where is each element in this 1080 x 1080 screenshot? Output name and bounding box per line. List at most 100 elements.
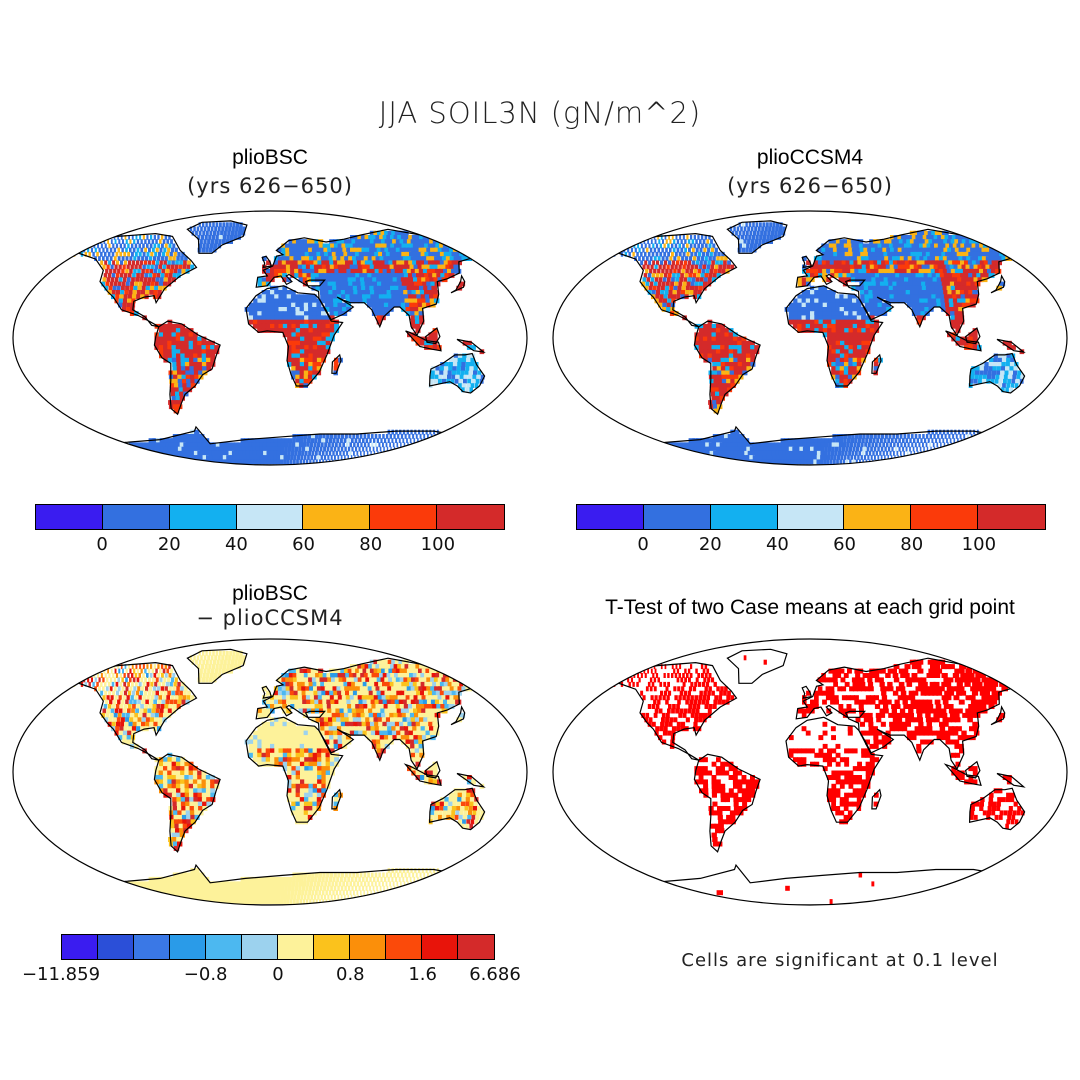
grid-cell xyxy=(832,243,838,249)
grid-cell xyxy=(398,256,405,261)
grid-cell xyxy=(167,357,173,363)
grid-cell xyxy=(649,256,653,261)
grid-cell xyxy=(707,247,711,253)
grid-cell xyxy=(352,434,356,439)
grid-cell xyxy=(270,302,275,308)
grid-cell xyxy=(708,256,712,261)
grid-cell xyxy=(907,243,914,249)
grid-cell xyxy=(289,260,295,266)
grid-cell xyxy=(708,235,711,240)
grid-cell xyxy=(280,450,285,456)
grid-cell xyxy=(94,455,104,460)
grid-cell xyxy=(644,455,654,460)
grid-cell xyxy=(869,302,875,308)
grid-cell xyxy=(172,400,178,405)
grid-cell xyxy=(436,442,437,448)
grid-cell xyxy=(1009,362,1015,367)
grid-cell xyxy=(927,256,933,261)
grid-cell xyxy=(778,226,783,232)
grid-cell xyxy=(740,226,743,232)
grid-cell xyxy=(920,311,926,316)
grid-cell xyxy=(935,273,942,278)
grid-cell xyxy=(924,307,930,312)
grid-cell xyxy=(447,268,454,274)
grid-cell xyxy=(614,243,617,249)
grid-cell xyxy=(302,277,308,283)
grid-cell xyxy=(831,302,836,308)
grid-cell xyxy=(449,459,454,465)
grid-cell xyxy=(402,459,405,465)
grid-cell xyxy=(106,459,117,465)
grid-cell xyxy=(694,285,699,291)
grid-cell xyxy=(818,294,824,300)
grid-cell xyxy=(222,222,226,228)
grid-cell xyxy=(304,315,309,321)
grid-cell xyxy=(328,290,334,295)
grid-cell xyxy=(293,256,299,261)
grid-cell xyxy=(703,277,708,283)
grid-cell xyxy=(265,298,271,304)
grid-cell xyxy=(359,256,366,261)
grid-cell xyxy=(961,459,965,465)
grid-cell xyxy=(475,378,480,384)
grid-cell xyxy=(897,235,904,240)
grid-cell xyxy=(629,446,638,452)
grid-cell xyxy=(102,264,106,270)
grid-cell xyxy=(374,268,381,274)
grid-cell xyxy=(368,277,374,283)
grid-cell xyxy=(1012,243,1021,249)
grid-cell xyxy=(1002,450,1005,456)
grid-cell xyxy=(987,239,995,244)
coastline-africa xyxy=(245,285,344,387)
grid-cell xyxy=(888,243,895,249)
grid-cell xyxy=(1009,366,1014,371)
grid-cell xyxy=(819,459,824,465)
grid-cell xyxy=(712,434,719,439)
grid-cell xyxy=(906,450,909,456)
grid-cell xyxy=(371,455,372,460)
grid-cell xyxy=(157,235,160,240)
grid-cell xyxy=(190,264,195,270)
grid-cell xyxy=(982,434,984,439)
grid-cell xyxy=(295,349,301,355)
coastline-africa xyxy=(785,285,884,387)
grid-cell xyxy=(315,450,318,456)
grid-cell xyxy=(875,450,878,456)
grid-cell xyxy=(427,459,431,465)
grid-cell xyxy=(817,442,822,448)
grid-cell xyxy=(916,446,918,452)
grid-cell xyxy=(605,450,616,456)
grid-cell xyxy=(797,315,802,321)
grid-cell xyxy=(810,459,814,465)
grid-cell xyxy=(710,387,716,393)
grid-cell xyxy=(447,251,455,257)
grid-cell xyxy=(257,281,263,287)
grid-cell xyxy=(788,319,794,325)
grid-cell xyxy=(433,294,439,300)
grid-cell xyxy=(813,438,818,443)
grid-cell xyxy=(712,400,718,405)
grid-cell xyxy=(861,332,867,338)
grid-cell xyxy=(844,362,849,367)
grid-cell xyxy=(893,450,895,456)
grid-cell xyxy=(321,315,327,321)
grid-cell xyxy=(454,442,455,448)
grid-cell xyxy=(844,323,850,329)
grid-cell xyxy=(814,307,820,312)
grid-cell xyxy=(670,281,674,287)
grid-cell xyxy=(981,264,988,270)
grid-cell xyxy=(244,438,249,443)
grid-cell xyxy=(929,264,936,270)
grid-cell xyxy=(399,294,406,300)
grid-cell xyxy=(911,243,918,249)
grid-cell xyxy=(925,434,929,439)
grid-cell xyxy=(981,247,989,253)
grid-cell xyxy=(613,239,616,244)
grid-cell xyxy=(317,336,322,342)
grid-cell xyxy=(843,366,849,371)
grid-cell xyxy=(898,459,899,465)
grid-cell xyxy=(127,298,132,304)
grid-cell xyxy=(1004,370,1009,376)
grid-cell xyxy=(467,378,472,384)
grid-cell xyxy=(954,256,961,261)
